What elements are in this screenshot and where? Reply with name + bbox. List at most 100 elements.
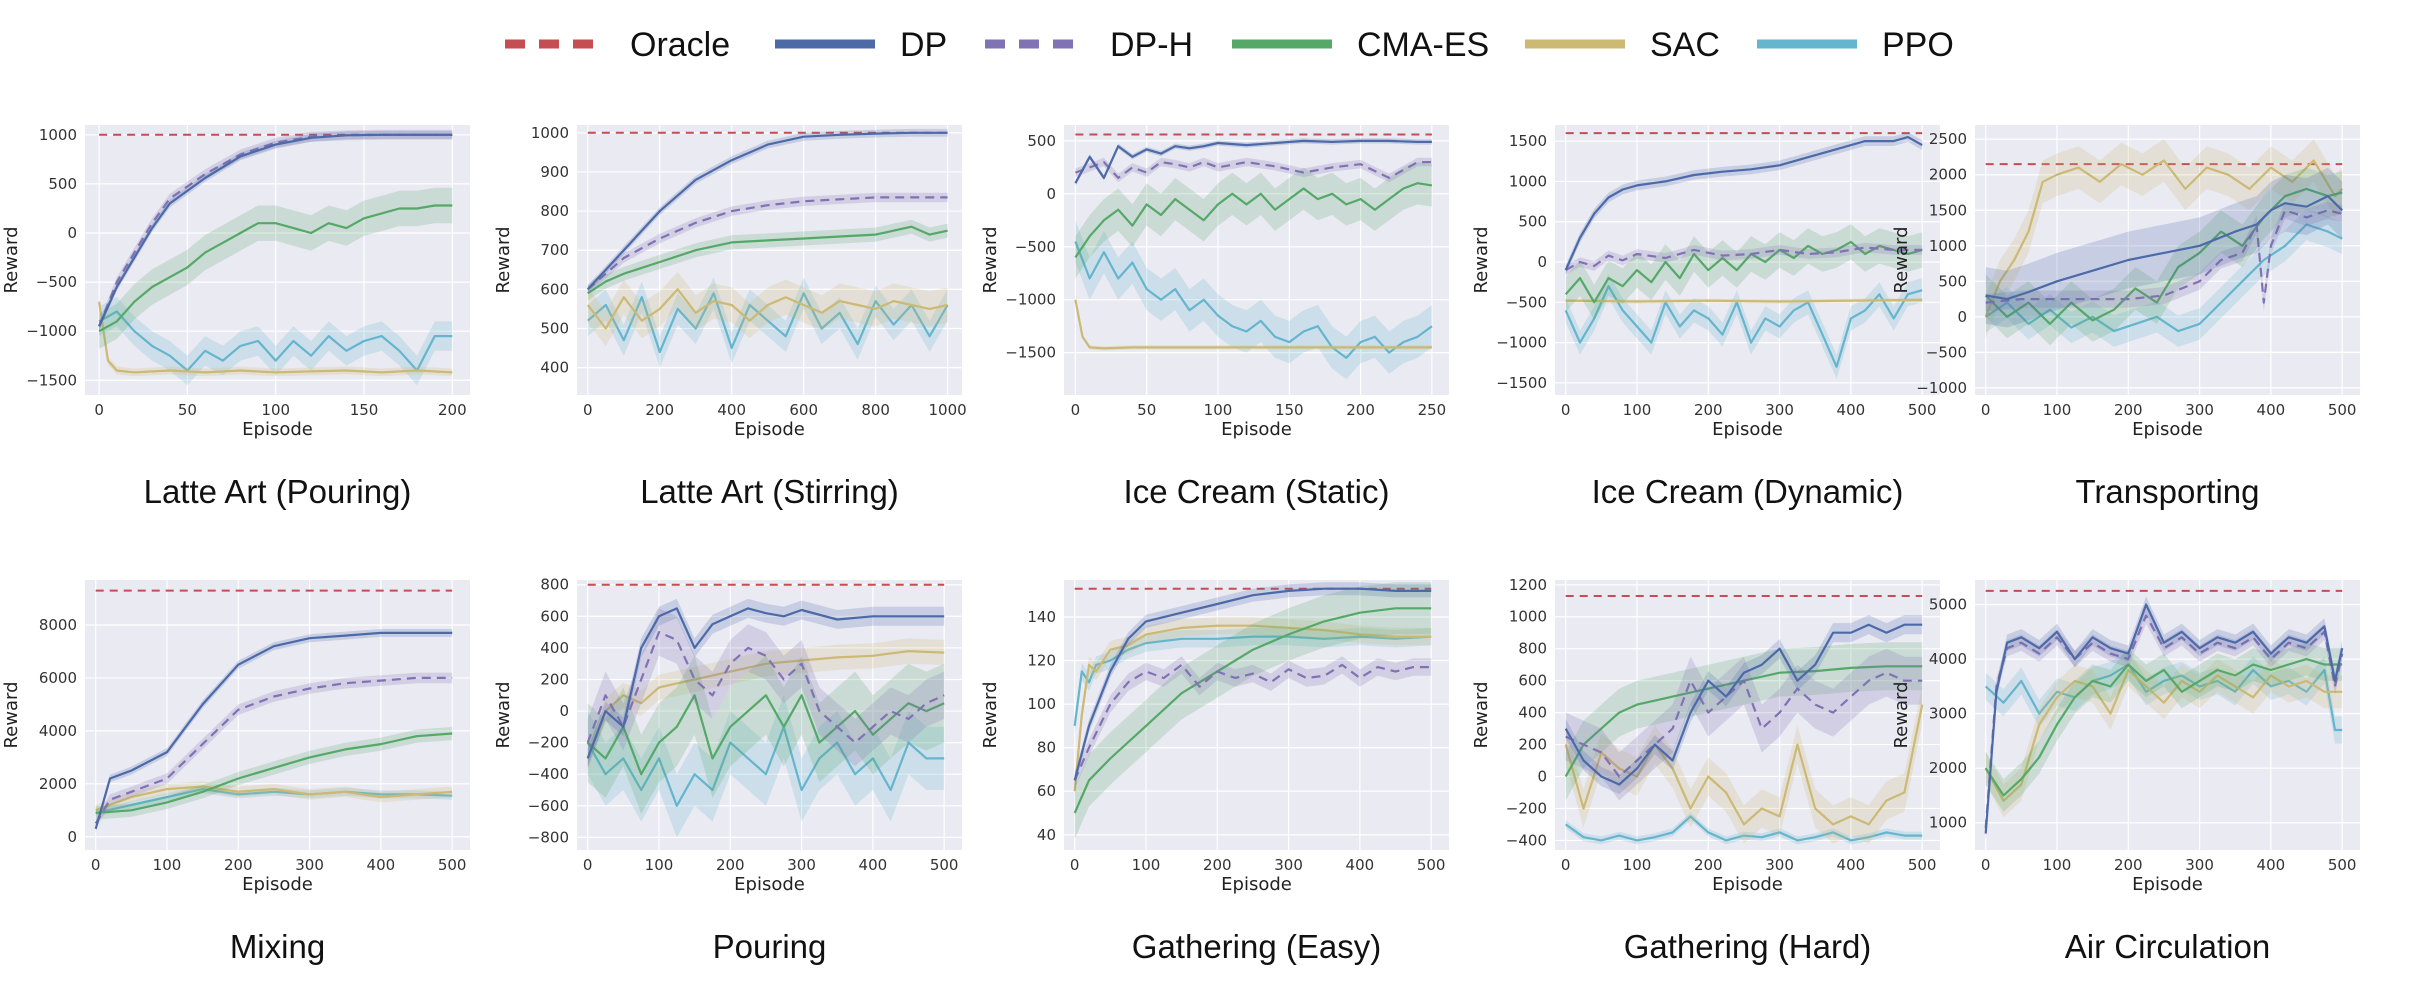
series-line-dp-h [1565,671,1923,778]
plot-area [85,125,470,395]
plot-area [577,125,962,395]
band-cma-es [1565,642,1923,801]
y-tick-label: 700 [540,241,569,259]
x-tick-label: 100 [645,856,674,874]
series-line-dp-h [94,676,453,825]
band-dp-h [1565,242,1923,275]
y-tick-label: 2500 [1929,130,1967,148]
y-tick-label: 40 [1037,826,1056,844]
band-sac [99,297,453,377]
y-tick-label: 600 [540,607,569,625]
legend-item-dp: DP [775,26,947,64]
series-line-sac [1984,668,2343,803]
series-line-cma-es [95,732,453,814]
series-line-cma-es [587,225,948,295]
y-tick-label: −500 [1015,238,1056,256]
x-tick-label: 0 [1981,856,1991,874]
chart-title: Air Circulation [2065,928,2270,965]
legend-item-dp-h: DP-H [985,26,1193,64]
x-tick-label: 0 [91,856,101,874]
legend-label-sac: SAC [1650,26,1720,64]
y-tick-label: −500 [36,273,77,291]
series-line-sac [1074,299,1432,350]
series-line-dp [1985,195,2343,301]
series-line-cma-es [1984,657,2343,797]
series-line-sac [586,649,945,759]
series-line-ppo [1073,635,1432,727]
legend-label-dp-h: DP-H [1110,26,1193,64]
series-line-dp-h [1075,161,1432,179]
series-line-cma-es [1073,607,1432,814]
chart-title: Mixing [230,928,325,965]
series-layer [94,589,453,833]
y-tick-label: 1000 [1929,814,1967,832]
band-ppo [1075,220,1432,380]
x-tick-label: 500 [1908,856,1937,874]
y-axis-label: Reward [493,226,514,293]
y-tick-label: −1000 [1916,379,1967,397]
band-dp-h [587,608,945,767]
band-sac [1565,685,1923,844]
x-axis-label: Episode [734,419,805,440]
x-tick-label: 500 [1908,401,1937,419]
series-line-ppo [95,787,453,814]
y-tick-label: −200 [528,734,569,752]
band-sac [1074,617,1432,800]
series-line-dp [1073,587,1432,781]
x-tick-label: 100 [1623,401,1652,419]
chart-air-circulation: 0 100 200 300 400 500 1000 2000 3000 4000 5000 Epis… [1891,580,2360,965]
x-tick-label: 400 [1837,856,1866,874]
y-tick-label: 1200 [1509,576,1547,594]
chart-gathering-easy: 0 100 200 300 400 500 40 60 80 100 120 140 Episode Re… [980,580,1449,965]
y-tick-label: 600 [1518,672,1547,690]
legend-label-dp: DP [900,26,947,64]
plot-area [1975,580,2360,850]
x-tick-label: 500 [930,856,959,874]
y-tick-label: 8000 [39,616,77,634]
band-cma-es [587,655,945,814]
band-cma-es [99,187,453,349]
series-line-dp-h [586,630,945,744]
series-line-dp-h [98,133,453,327]
x-tick-label: 100 [261,401,290,419]
x-axis-label: Episode [2132,419,2203,440]
x-tick-label: 50 [178,401,197,419]
y-tick-label: −400 [528,765,569,783]
y-tick-label: 800 [540,202,569,220]
x-tick-label: 400 [717,401,746,419]
x-tick-label: 400 [367,856,396,874]
y-tick-label: 2000 [39,775,77,793]
y-tick-label: 0 [1537,253,1547,271]
y-axis-label: Reward [1471,226,1492,293]
x-tick-label: 100 [1132,856,1161,874]
x-tick-label: 0 [583,401,593,419]
series-line-sac [586,288,948,330]
y-tick-label: 4000 [39,722,77,740]
y-tick-label: 200 [1518,736,1547,754]
x-tick-label: 1000 [929,401,967,419]
y-tick-label: 400 [540,359,569,377]
band-dp [1565,615,1923,795]
band-cma-es [1075,162,1432,279]
y-tick-label: 0 [67,224,77,242]
y-tick-label: −1000 [1005,291,1056,309]
y-axis-label: Reward [1891,681,1912,748]
y-tick-label: 0 [1957,308,1967,326]
y-tick-label: 500 [540,319,569,337]
x-tick-label: 200 [2114,856,2143,874]
legend-item-oracle: Oracle [505,26,730,64]
x-tick-label: 100 [2043,401,2072,419]
series-line-sac [95,785,453,812]
x-tick-label: 500 [2328,856,2357,874]
series-line-sac [1073,624,1432,792]
y-tick-label: 140 [1027,608,1056,626]
series-line-cma-es [1984,187,2343,325]
chart-ice-cream-dynamic: 0 100 200 300 400 500 −1500 −1000 −500 0 500 1000 15… [1471,125,1940,510]
series-line-ppo [1984,663,2343,732]
legend-item-cma-es: CMA-ES [1232,26,1489,64]
y-tick-label: 80 [1037,739,1056,757]
x-tick-label: 100 [1204,401,1233,419]
y-tick-label: 900 [540,163,569,181]
x-tick-label: 300 [2185,401,2214,419]
y-tick-label: −1000 [26,322,77,340]
